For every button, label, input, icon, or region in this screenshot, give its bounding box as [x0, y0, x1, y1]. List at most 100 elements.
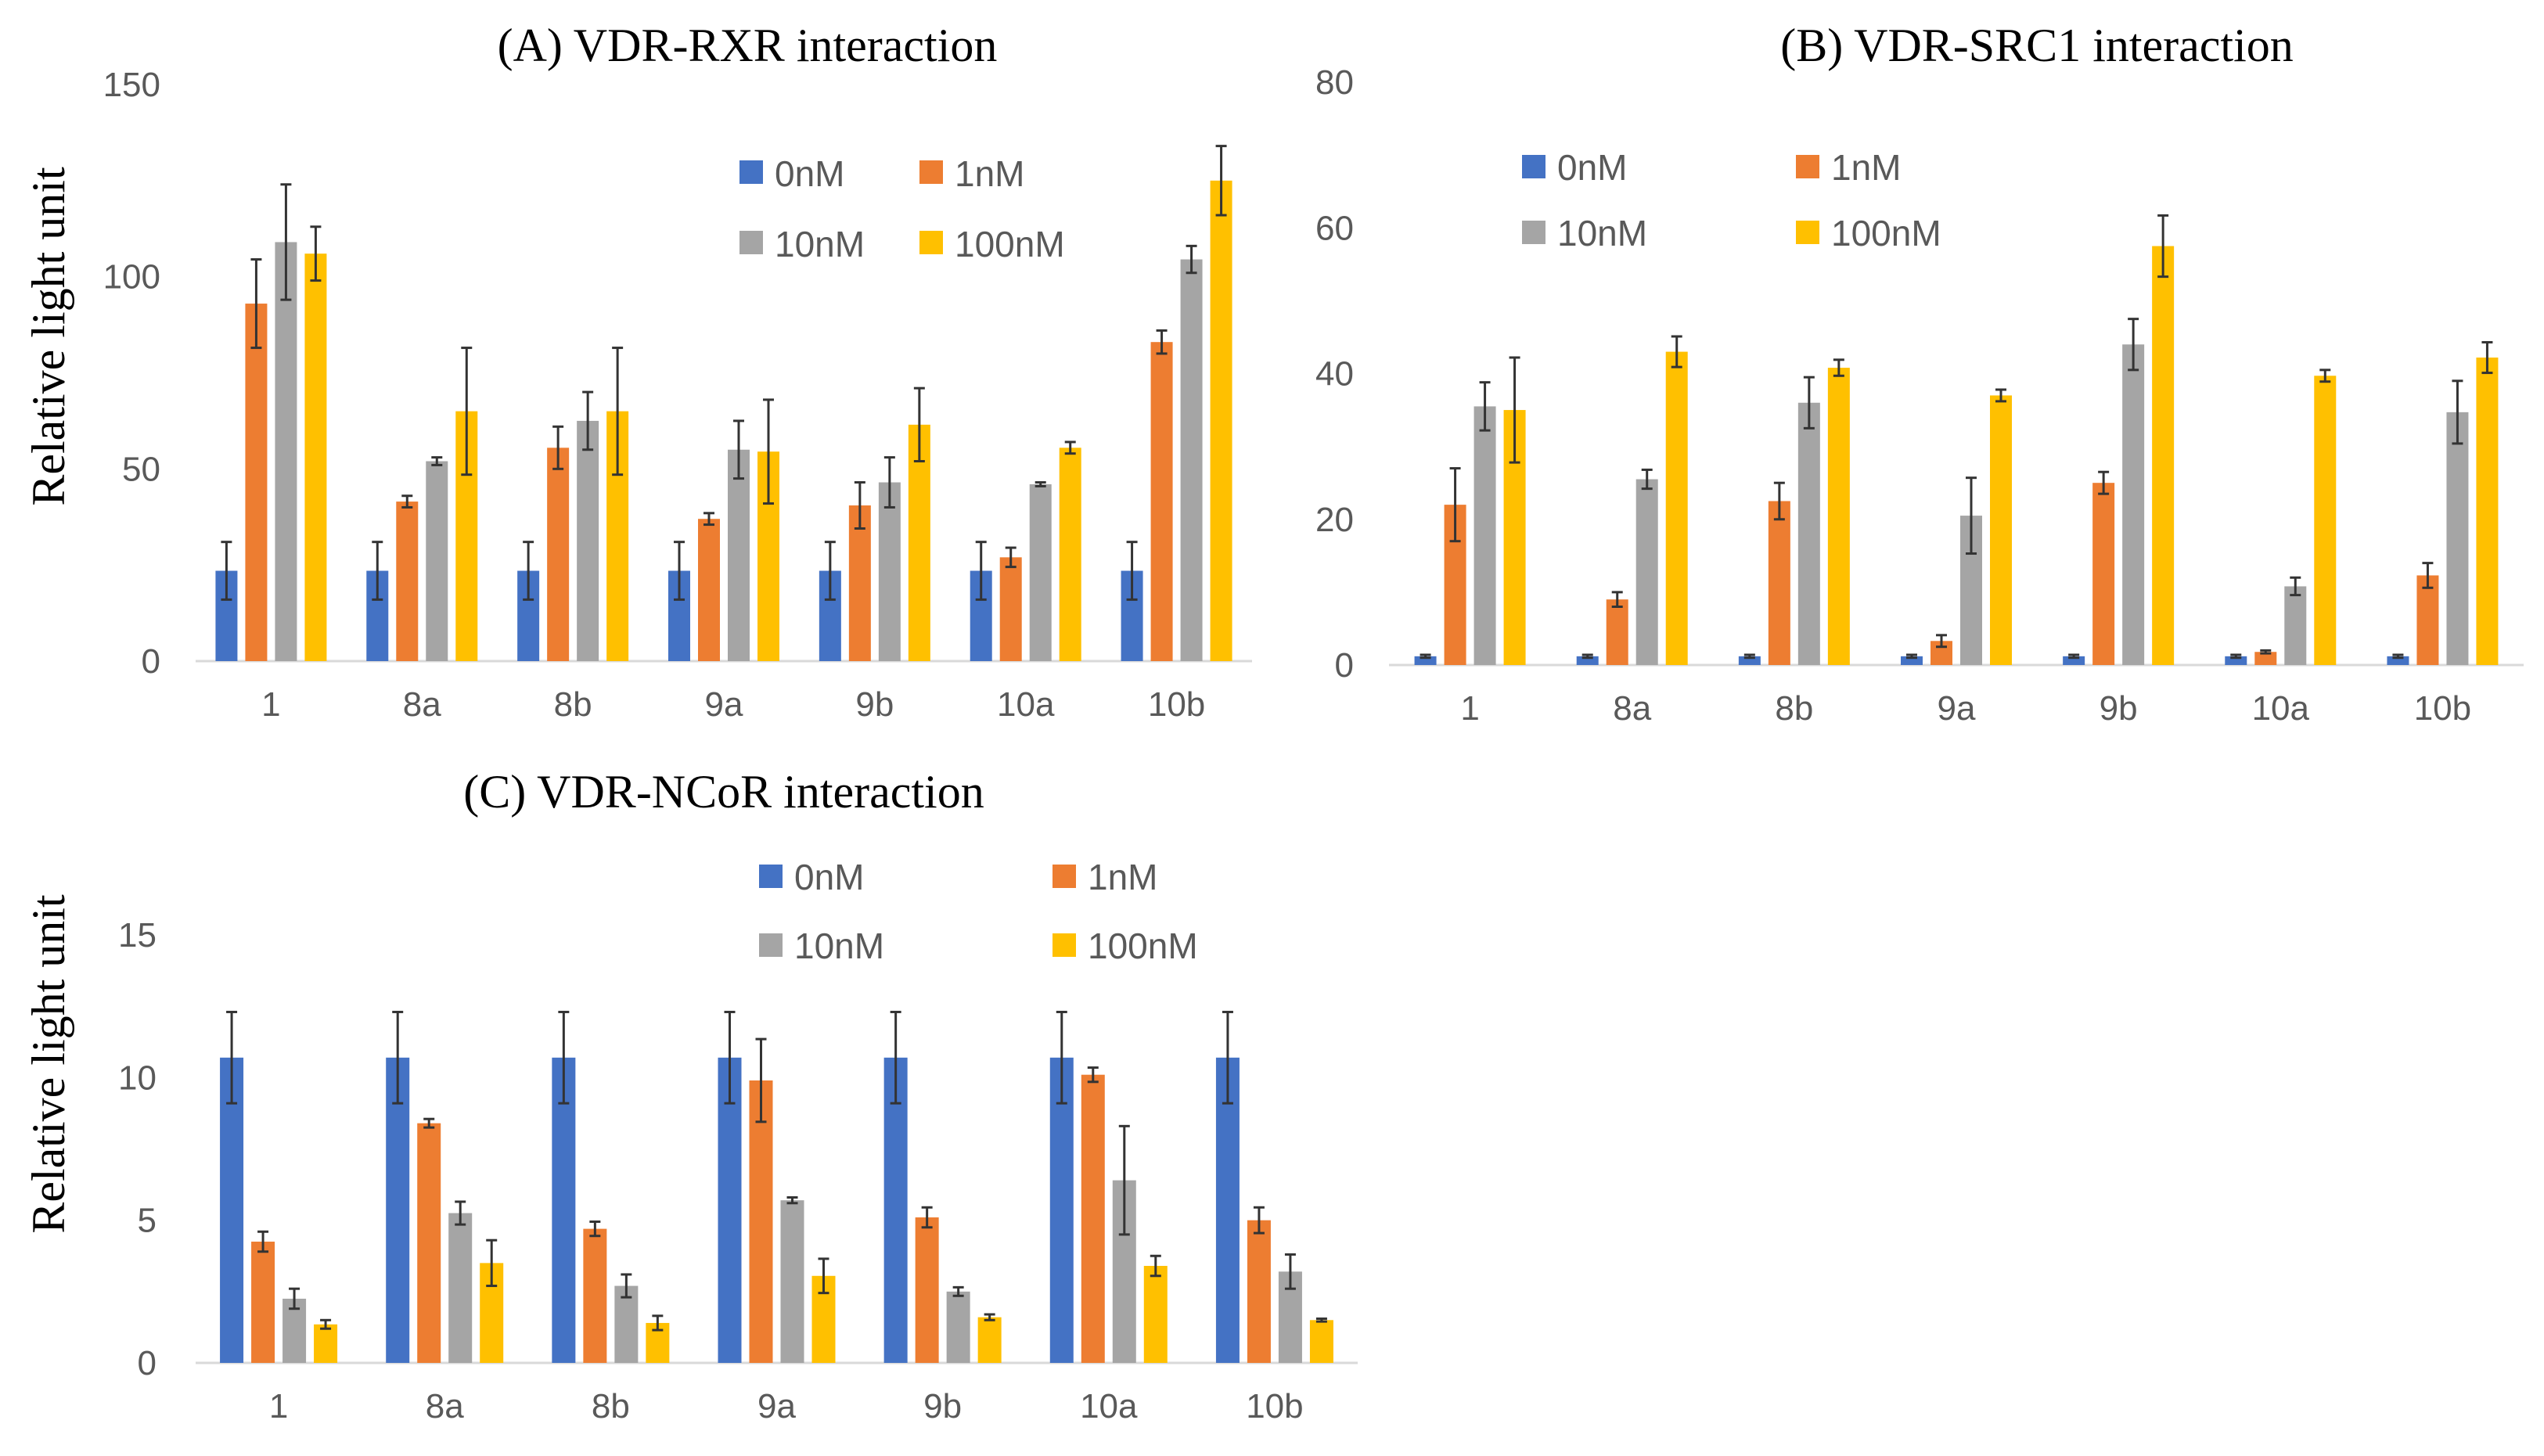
bar-10nM-9b [878, 482, 901, 661]
panel-c-legend: 0nM 1nM 10nM 100nM [759, 857, 1198, 966]
x-tick-label: 1 [269, 1387, 288, 1425]
y-tick-label: 15 [118, 916, 157, 954]
panel-a: (A) VDR-RXR interaction Relative light u… [23, 20, 1252, 724]
bar-100nM-10b [1210, 180, 1232, 662]
legend-label-1nM: 1nM [955, 153, 1024, 194]
bar-1nM-8b [583, 1228, 607, 1363]
legend-swatch-1nM [919, 160, 943, 184]
x-tick-label: 10a [997, 685, 1055, 724]
legend-swatch-100nM [1053, 933, 1076, 957]
panel-c: (C) VDR-NCoR interaction Relative light … [23, 766, 1358, 1425]
bar-1nM-1 [245, 304, 268, 661]
bar-100nM-9a [1990, 395, 2012, 665]
legend-swatch-10nM [759, 933, 783, 957]
x-tick-label: 1 [1460, 689, 1479, 728]
bar-0nM-10b [2387, 656, 2409, 665]
bar-1nM-9b [2092, 483, 2115, 665]
x-tick-label: 10a [2252, 689, 2310, 728]
bar-0nM-1 [220, 1057, 244, 1363]
y-tick-label: 40 [1315, 355, 1354, 394]
legend-swatch-100nM [919, 231, 943, 254]
panel-a-axes: 0 50 100 150 1 8a 8b 9a 9b 10a 10b [103, 66, 1252, 724]
bar-0nM-9a [1901, 656, 1923, 665]
x-tick-label: 9b [923, 1387, 962, 1425]
bar-100nM-9b [908, 424, 930, 661]
bar-10nM-1 [275, 242, 297, 661]
bar-10nM-10b [2446, 412, 2469, 665]
bar-0nM-8b [1738, 656, 1761, 665]
bar-1nM-8a [1606, 599, 1628, 665]
bar-10nM-1 [1474, 406, 1496, 665]
bar-1nM-8a [396, 502, 419, 661]
panel-c-ylabel: Relative light unit [23, 894, 74, 1234]
y-tick-label: 5 [138, 1202, 157, 1240]
legend-swatch-10nM [1522, 221, 1545, 244]
bar-10nM-10b [1180, 259, 1203, 662]
bar-1nM-8b [547, 448, 570, 661]
panel-b-title: (B) VDR-SRC1 interaction [1780, 20, 2294, 71]
x-tick-label: 9a [705, 685, 743, 724]
bar-1nM-10b [1247, 1220, 1271, 1363]
legend-label-1nM: 1nM [1831, 147, 1901, 188]
x-tick-label: 10b [1246, 1387, 1303, 1425]
bar-1nM-9b [848, 505, 871, 661]
x-tick-label: 9a [1938, 689, 1976, 728]
legend-swatch-1nM [1796, 155, 1819, 178]
legend-label-100nM: 100nM [1831, 213, 1941, 253]
bar-10nM-9b [2122, 344, 2145, 665]
bar-10nM-9a [780, 1200, 804, 1363]
bar-1nM-8a [417, 1123, 441, 1363]
legend-swatch-10nM [739, 231, 763, 254]
bar-0nM-8b [552, 1057, 576, 1363]
bar-100nM-8a [1665, 351, 1688, 665]
x-tick-label: 8b [554, 685, 592, 724]
legend-swatch-1nM [1053, 865, 1076, 888]
panel-b: (B) VDR-SRC1 interaction 0 20 40 60 80 1 8a 8b 9… [1315, 20, 2524, 728]
bar-1nM-9b [915, 1217, 939, 1363]
panel-a-title: (A) VDR-RXR interaction [498, 20, 998, 71]
bar-10nM-8b [1797, 402, 1820, 665]
bar-10nM-10a [2284, 586, 2307, 665]
bar-100nM-10a [1059, 448, 1081, 661]
legend-label-0nM: 0nM [1557, 147, 1627, 188]
legend-swatch-100nM [1796, 221, 1819, 244]
legend-label-10nM: 10nM [1557, 213, 1647, 253]
y-tick-label: 80 [1315, 63, 1354, 102]
y-tick-label: 60 [1315, 209, 1354, 247]
y-tick-label: 0 [1335, 646, 1354, 685]
legend-swatch-0nM [739, 160, 763, 184]
y-tick-label: 100 [103, 258, 160, 297]
y-tick-label: 10 [118, 1059, 157, 1097]
y-tick-label: 150 [103, 66, 160, 104]
legend-label-100nM: 100nM [955, 224, 1065, 264]
legend-label-0nM: 0nM [775, 153, 844, 194]
x-tick-label: 10a [1080, 1387, 1138, 1425]
legend-swatch-0nM [1522, 155, 1545, 178]
bar-10nM-9a [728, 449, 750, 661]
y-tick-label: 50 [122, 450, 160, 488]
bar-0nM-8a [386, 1057, 410, 1363]
panel-c-axes: 0 5 10 15 1 8a 8b 9a 9b 10a 10b [118, 916, 1358, 1425]
bar-10nM-9b [946, 1291, 970, 1363]
y-tick-label: 0 [138, 1344, 157, 1382]
y-tick-label: 0 [142, 642, 160, 681]
bar-100nM-10b [1309, 1320, 1333, 1363]
bar-1nM-10b [1150, 342, 1173, 661]
legend-label-10nM: 10nM [794, 926, 884, 966]
bar-0nM-1 [1414, 656, 1437, 665]
bar-100nM-10b [2476, 358, 2499, 665]
x-tick-label: 9b [2100, 689, 2138, 728]
x-tick-label: 8b [592, 1387, 630, 1425]
bar-1nM-10a [999, 557, 1022, 661]
bar-0nM-9b [2063, 656, 2085, 665]
bar-100nM-1 [314, 1324, 338, 1363]
legend-swatch-0nM [759, 865, 783, 888]
x-tick-label: 8a [1613, 689, 1651, 728]
bar-100nM-10a [1143, 1266, 1168, 1363]
bar-0nM-9b [883, 1057, 908, 1363]
bar-10nM-8b [614, 1285, 639, 1363]
bar-100nM-9b [2152, 246, 2175, 665]
x-tick-label: 8a [426, 1387, 464, 1425]
bar-1nM-10a [2254, 652, 2277, 665]
